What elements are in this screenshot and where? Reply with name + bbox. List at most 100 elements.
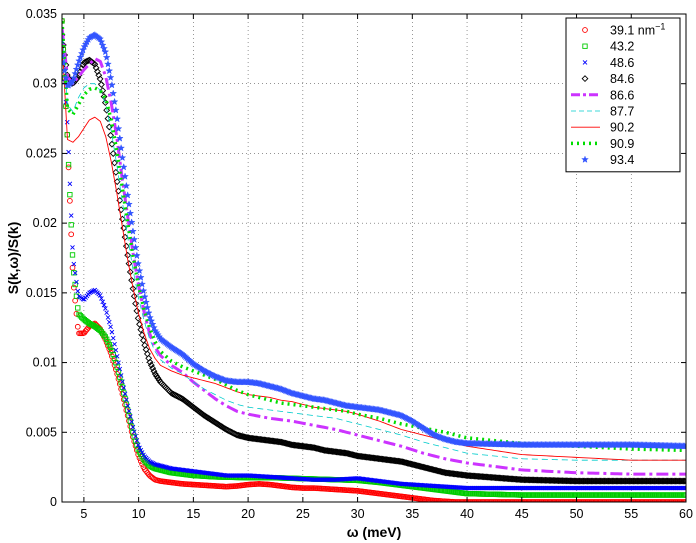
data-point [71, 261, 77, 267]
data-point [104, 115, 112, 123]
data-point [114, 354, 120, 359]
data-point [116, 360, 121, 366]
data-point [335, 448, 343, 456]
legend-swatch [581, 75, 589, 83]
data-point [325, 447, 333, 455]
data-point [68, 231, 75, 238]
data-point [360, 453, 368, 461]
data-point [117, 366, 123, 372]
data-point [88, 289, 94, 295]
data-point [254, 435, 262, 443]
data-point [263, 436, 271, 444]
data-point [364, 453, 372, 461]
series-line [62, 27, 686, 461]
data-point [300, 442, 308, 450]
data-point [321, 446, 329, 454]
data-point [450, 470, 457, 478]
data-point [76, 53, 85, 61]
data-point [62, 51, 66, 60]
y-tick-label: 0.02 [33, 216, 57, 230]
data-point [292, 441, 300, 449]
data-point [582, 43, 588, 49]
data-point [150, 323, 158, 332]
data-point [117, 374, 123, 380]
data-point [126, 209, 135, 217]
data-point [295, 442, 302, 450]
data-point [272, 437, 280, 445]
data-point [372, 454, 380, 462]
legend: 39.1 nm−1 43.2 48.6 84.6 86.6 87.7 90.2 90.9 93.… [565, 17, 681, 173]
y-tick-label: 0.01 [33, 356, 57, 370]
data-point [100, 44, 108, 52]
data-point [369, 454, 377, 462]
series-layer [62, 18, 686, 502]
data-point [139, 450, 145, 455]
data-point [447, 470, 455, 477]
data-point [62, 73, 70, 82]
data-point [133, 433, 138, 439]
data-point [121, 385, 127, 391]
data-point [98, 41, 107, 49]
data-point [362, 453, 369, 461]
data-point [329, 447, 337, 455]
data-point [67, 192, 73, 198]
data-point [65, 161, 72, 168]
data-point [330, 448, 338, 456]
data-point [72, 281, 78, 288]
data-point [131, 429, 137, 435]
data-point [337, 448, 344, 456]
data-point [118, 153, 127, 162]
series-3 [62, 39, 686, 491]
data-point [143, 303, 152, 311]
data-point [338, 449, 346, 457]
data-point [67, 197, 73, 204]
series-9 [62, 30, 686, 450]
data-point [150, 367, 158, 375]
data-point [130, 235, 139, 243]
x-tick-label: 60 [679, 507, 693, 521]
data-point [455, 471, 463, 478]
data-point [135, 266, 144, 275]
legend-label: 39.1 nm−1 [610, 22, 665, 38]
data-point [97, 293, 103, 298]
data-point [127, 218, 136, 226]
data-point [110, 335, 116, 341]
data-point [137, 445, 142, 451]
data-point [134, 259, 143, 268]
data-point [270, 437, 277, 445]
data-point [109, 329, 115, 335]
data-point [245, 434, 252, 442]
data-point [113, 114, 122, 123]
data-point [121, 233, 129, 241]
data-point [371, 454, 379, 462]
data-point [130, 292, 138, 300]
data-point [428, 497, 434, 502]
series-line [62, 41, 686, 461]
data-point [124, 397, 129, 403]
data-point [146, 313, 154, 322]
legend-label: 43.2 [610, 40, 634, 54]
data-point [105, 339, 111, 345]
data-point [96, 75, 104, 83]
data-point [581, 155, 589, 163]
data-point [102, 53, 111, 61]
data-point [135, 442, 141, 448]
data-point [264, 436, 272, 444]
data-point [363, 453, 371, 461]
data-point [456, 471, 464, 479]
data-point [252, 435, 260, 443]
data-point [151, 461, 157, 467]
data-point [99, 87, 107, 95]
data-point [108, 324, 113, 330]
data-point [260, 436, 268, 444]
data-point [297, 442, 305, 450]
data-point [385, 456, 393, 464]
data-point [139, 286, 148, 295]
data-point [581, 75, 589, 83]
data-point [151, 370, 159, 378]
data-point [132, 300, 140, 308]
data-point [358, 453, 365, 460]
y-axis-label: S(k,ω)/S(k) [5, 222, 21, 295]
data-point [126, 408, 132, 414]
